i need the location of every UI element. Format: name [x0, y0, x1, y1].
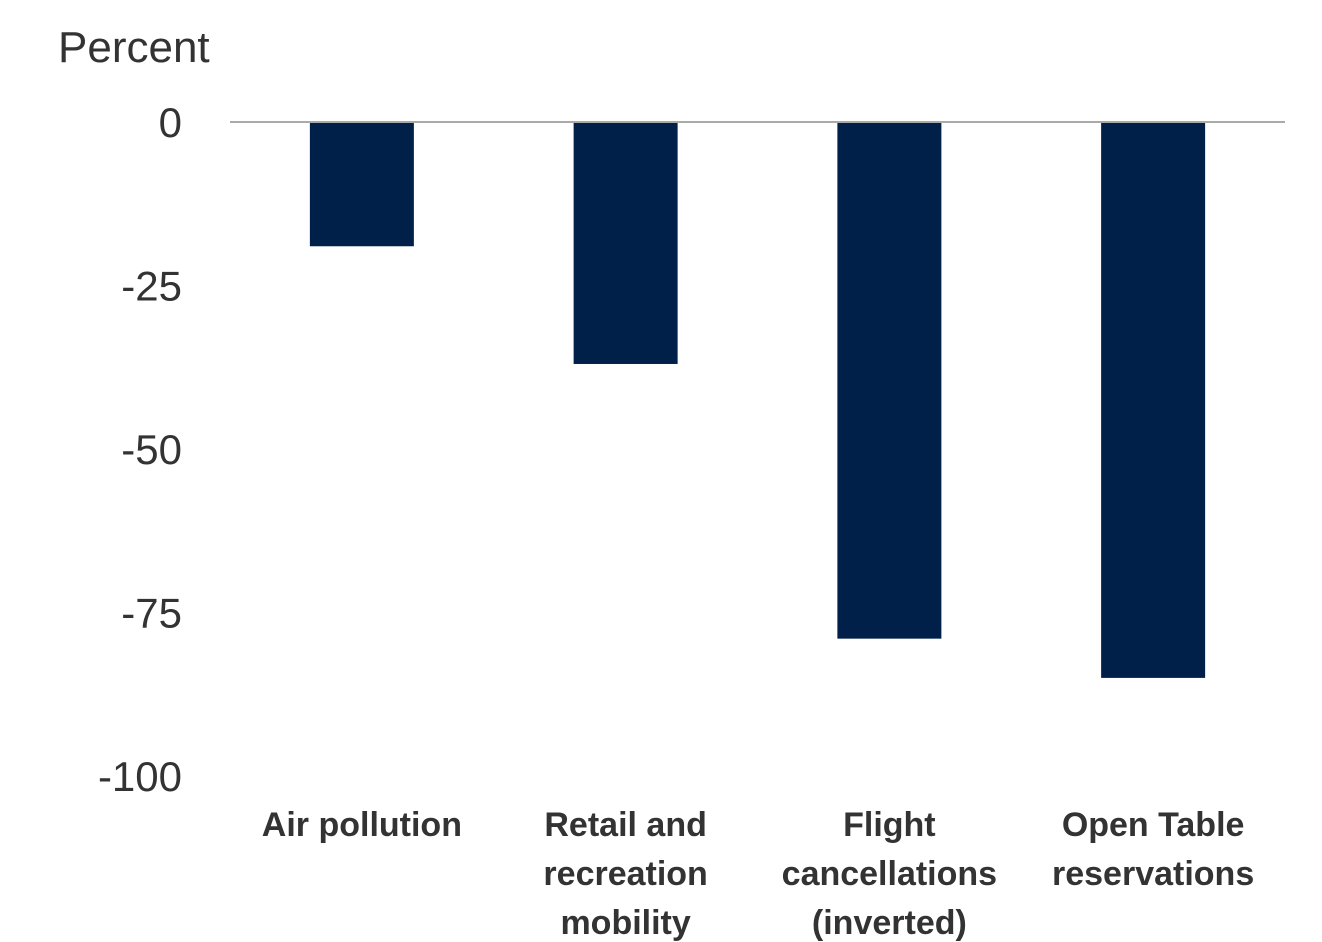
y-tick-label: 0 — [159, 99, 182, 146]
y-tick-label: -100 — [98, 753, 182, 800]
x-tick-label: Air pollution — [262, 806, 462, 844]
x-tick-label: Retail and recreation mobility — [543, 806, 707, 942]
y-tick-label: -75 — [121, 590, 182, 637]
x-tick-label: Flight cancellations (inverted) — [782, 806, 997, 942]
x-tick-label: Open Table reservations — [1052, 806, 1254, 893]
bar — [1101, 122, 1206, 678]
x-axis-tick-labels: Air pollution Retail and recreation mobilit… — [262, 806, 1254, 942]
y-tick-label: -25 — [121, 263, 182, 310]
bar — [309, 122, 414, 247]
bar — [837, 122, 942, 639]
y-axis-label: Percent — [58, 23, 210, 72]
bars — [309, 122, 1206, 678]
y-tick-label: -50 — [121, 426, 182, 473]
bar — [573, 122, 678, 364]
y-axis-ticks: 0 -25 -50 -75 -100 — [98, 99, 182, 800]
